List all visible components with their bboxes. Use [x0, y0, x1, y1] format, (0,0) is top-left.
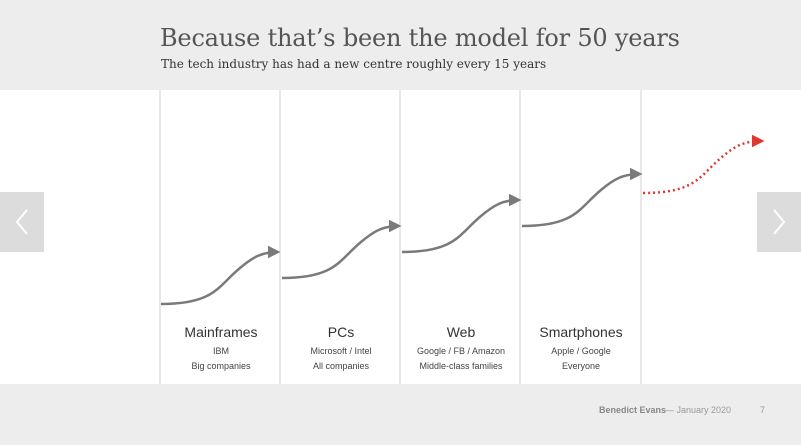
slide-title: Because that’s been the model for 50 yea…: [160, 24, 680, 52]
chevron-right-icon: [773, 209, 786, 235]
era-curve-pcs: [281, 219, 402, 280]
slide-header: Because that’s been the model for 50 yea…: [0, 0, 801, 90]
page-number: 7: [760, 405, 766, 415]
era-users: Everyone: [561, 361, 601, 371]
era-companies: Google / FB / Amazon: [416, 346, 506, 356]
era-title: Web: [446, 324, 476, 340]
footer-date: — January 2020: [665, 405, 732, 415]
column-divider: [159, 90, 161, 384]
column-divider: [640, 90, 642, 384]
era-companies: Microsoft / Intel: [310, 346, 372, 356]
column-divider: [519, 90, 521, 384]
era-users: All companies: [312, 361, 370, 371]
era-title: Smartphones: [539, 324, 623, 340]
previous-slide-button[interactable]: [0, 192, 44, 252]
era-users: Middle-class families: [419, 361, 503, 371]
column-divider: [399, 90, 401, 384]
s-curves-graphic: [160, 134, 765, 306]
era-curve-web: [401, 193, 522, 254]
era-title: PCs: [327, 324, 355, 340]
next-slide-button[interactable]: [757, 192, 801, 252]
era-title: Mainframes: [184, 324, 258, 340]
era-curve-mainframes: [160, 245, 281, 306]
era-users: Big companies: [191, 361, 251, 371]
era-companies: Apple / Google: [551, 346, 611, 356]
slide-content: Mainframes IBM Big companies PCs Microso…: [0, 90, 801, 384]
chevron-left-icon: [15, 209, 28, 235]
footer-author: Benedict Evans: [599, 405, 667, 415]
future-curve: [642, 134, 765, 195]
era-companies: IBM: [212, 346, 229, 356]
era-curve-smartphones: [521, 167, 643, 228]
slide-subtitle: The tech industry has had a new centre r…: [161, 57, 547, 71]
column-divider: [279, 90, 281, 384]
